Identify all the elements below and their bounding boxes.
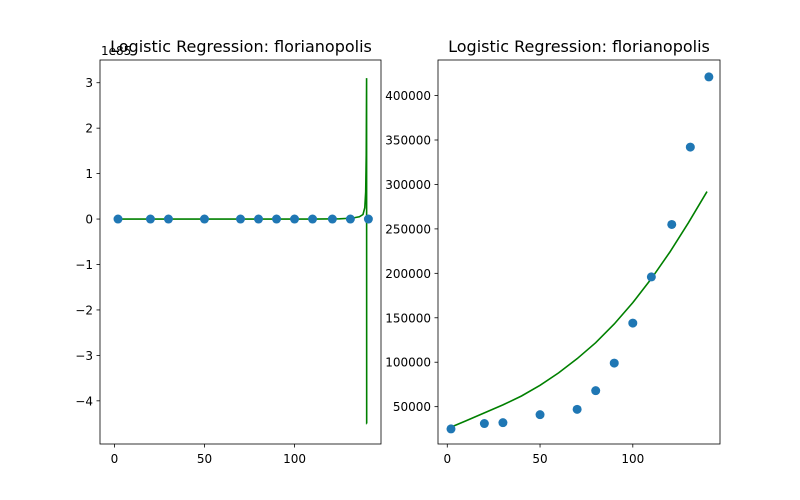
right-x-tick-label: 0	[443, 452, 451, 466]
right-data-point	[646, 272, 656, 282]
right-chart-title: Logistic Regression: florianopolis	[448, 37, 710, 56]
left-data-point	[145, 214, 155, 224]
right-data-point	[685, 142, 695, 152]
right-y-tick-label: 100000	[385, 356, 431, 370]
left-axes-frame	[99, 59, 382, 445]
left-data-point	[290, 214, 300, 224]
right-y-tick-label: 50000	[393, 400, 431, 414]
right-fit-line	[450, 191, 708, 428]
left-data-point	[272, 214, 282, 224]
left-y-tick-label: 2	[85, 122, 93, 136]
left-data-point	[345, 214, 355, 224]
left-y-tick-label: 0	[85, 213, 93, 227]
right-data-point	[667, 219, 677, 229]
right-y-tick-label: 200000	[385, 267, 431, 281]
left-x-tick-label: 100	[283, 452, 306, 466]
left-chart-offset-label: 1e85	[101, 44, 131, 58]
right-y-tick-label: 250000	[385, 222, 431, 236]
left-fit-line	[118, 78, 368, 425]
left-data-point	[254, 214, 264, 224]
left-chart-panel: Logistic Regression: florianopolis 1e85 …	[75, 37, 382, 466]
left-y-tick-label: 3	[85, 76, 93, 90]
right-data-point	[446, 424, 456, 434]
right-data-point	[609, 358, 619, 368]
right-axes-frame	[437, 59, 721, 445]
right-data-point	[479, 419, 489, 429]
right-data-point	[628, 318, 638, 328]
left-y-tick-label: −1	[75, 258, 93, 272]
left-data-point	[113, 214, 123, 224]
left-data-point	[236, 214, 245, 224]
left-y-tick-label: −2	[75, 303, 93, 317]
left-y-tick-label: −4	[75, 394, 93, 408]
left-x-tick-label: 50	[197, 452, 212, 466]
left-y-tick-label: 1	[85, 167, 93, 181]
left-data-point	[308, 214, 318, 224]
right-x-tick-label: 100	[621, 452, 644, 466]
right-y-tick-label: 350000	[385, 134, 431, 148]
left-y-tick-label: −3	[75, 349, 93, 363]
left-data-point	[163, 214, 173, 224]
right-data-point	[704, 72, 714, 82]
left-data-point	[199, 214, 209, 224]
left-chart-title: Logistic Regression: florianopolis	[110, 37, 372, 56]
right-chart-panel: Logistic Regression: florianopolis 0 50 10…	[385, 37, 721, 466]
right-data-point	[591, 386, 601, 396]
right-x-tick-label: 50	[532, 452, 547, 466]
left-x-tick-label: 0	[111, 452, 119, 466]
right-data-point	[498, 418, 508, 428]
right-data-point	[535, 410, 545, 420]
left-data-point	[327, 214, 337, 224]
right-data-point	[572, 404, 582, 414]
left-data-point	[363, 214, 373, 224]
right-y-tick-label: 300000	[385, 178, 431, 192]
right-y-tick-label: 400000	[385, 89, 431, 103]
right-y-tick-label: 150000	[385, 311, 431, 325]
